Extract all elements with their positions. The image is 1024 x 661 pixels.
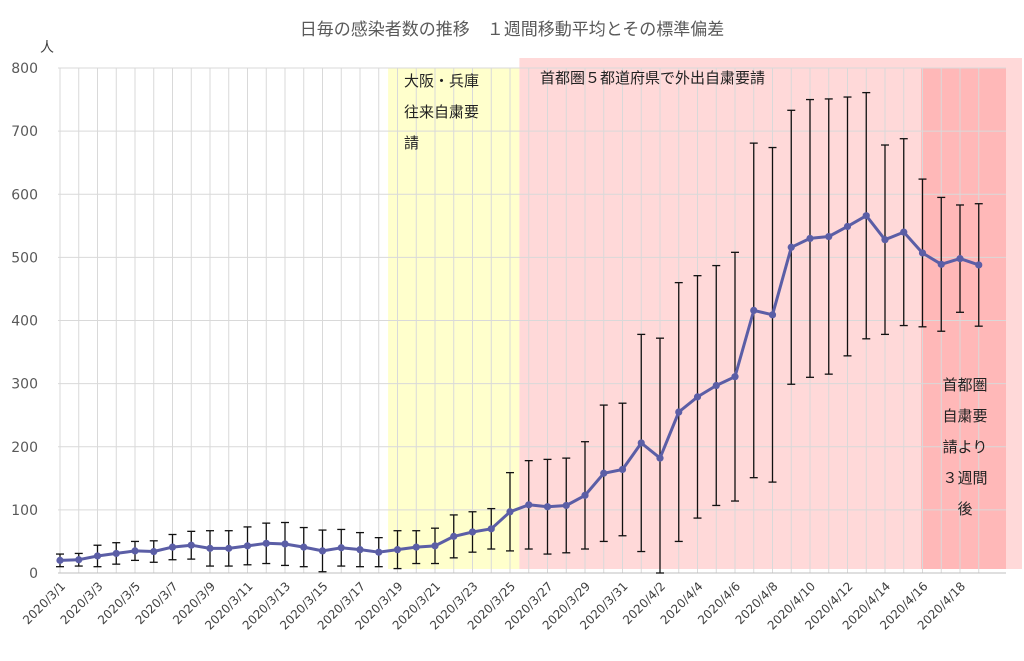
data-point	[768, 311, 777, 319]
data-point	[150, 547, 158, 556]
annotation-line: 請より	[943, 438, 988, 456]
y-axis-unit: 人	[40, 40, 54, 56]
annotation-line: 往来自粛要	[404, 103, 479, 121]
data-point	[900, 228, 908, 236]
chart-title: 日毎の感染者数の推移 １週間移動平均とその標準偏差	[300, 20, 725, 40]
data-point	[787, 243, 795, 251]
data-point	[731, 373, 739, 381]
data-point	[450, 532, 458, 540]
annotation-three-weeks-after: 首都圏自粛要請より ３週間後	[942, 376, 987, 518]
annotation-line: ３週間	[942, 469, 987, 487]
data-point	[318, 547, 327, 555]
data-point	[750, 306, 758, 314]
annotation-line: 自粛要	[942, 407, 987, 425]
band-three-weeks-after	[921, 68, 1006, 569]
data-point	[862, 212, 870, 220]
annotation-line: 後	[957, 500, 972, 518]
y-tick-label: 0	[29, 566, 38, 582]
data-point	[225, 544, 233, 552]
data-point	[337, 544, 345, 552]
data-point	[600, 469, 608, 477]
y-axis-ticks: 0 100 200 300 400 500 600 700 800	[11, 61, 38, 582]
data-point	[562, 501, 570, 510]
y-tick-label: 500	[11, 250, 38, 266]
data-point	[975, 261, 983, 269]
data-point	[487, 525, 495, 533]
y-tick-label: 300	[11, 377, 38, 393]
data-point	[393, 546, 402, 554]
data-point	[262, 539, 270, 547]
data-point	[881, 236, 889, 244]
data-point	[356, 546, 364, 554]
annotation-line: 首都圏	[942, 376, 987, 394]
data-point	[112, 549, 120, 558]
y-tick-label: 100	[11, 503, 38, 519]
y-tick-label: 600	[11, 187, 38, 203]
data-point	[675, 408, 683, 416]
data-point	[637, 439, 645, 447]
annotation-capital-area: 首都圏５都道府県で外出自粛要請	[540, 69, 765, 87]
data-point	[618, 465, 627, 474]
highlight-bands	[388, 58, 1022, 569]
data-point	[956, 255, 964, 263]
data-point	[375, 548, 383, 556]
data-point	[825, 232, 833, 241]
data-point	[937, 260, 945, 268]
y-tick-label: 400	[11, 314, 38, 330]
data-point	[468, 528, 477, 536]
data-point	[300, 543, 308, 551]
y-tick-label: 800	[11, 61, 38, 77]
data-point	[243, 542, 252, 550]
y-tick-label: 200	[11, 440, 38, 456]
data-point	[525, 501, 533, 509]
data-point	[93, 552, 102, 560]
series-line	[56, 212, 983, 564]
data-point	[806, 234, 814, 243]
data-point	[56, 556, 64, 564]
annotation-line: 首都圏５都道府県で外出自粛要請	[540, 69, 765, 87]
data-point	[581, 491, 589, 499]
data-point	[506, 508, 514, 516]
data-point	[693, 393, 702, 401]
data-point	[656, 454, 664, 462]
data-point	[843, 222, 852, 231]
x-axis-ticks: 2020/3/12020/3/32020/3/52020/3/72020/3/9…	[20, 579, 968, 632]
annotation-osaka-hyogo: 大阪・兵庫往来自粛要請	[404, 72, 479, 152]
data-point	[918, 249, 927, 257]
data-point	[206, 544, 214, 552]
annotation-line: 請	[404, 134, 419, 152]
data-point	[187, 541, 195, 549]
data-point	[131, 547, 139, 555]
data-point	[431, 542, 439, 550]
data-point	[281, 540, 289, 548]
data-point	[168, 543, 177, 551]
data-point	[543, 503, 552, 511]
y-tick-label: 700	[11, 124, 38, 140]
annotation-line: 大阪・兵庫	[404, 72, 479, 90]
data-point	[75, 556, 83, 564]
data-point	[712, 381, 720, 390]
data-point	[412, 543, 420, 551]
